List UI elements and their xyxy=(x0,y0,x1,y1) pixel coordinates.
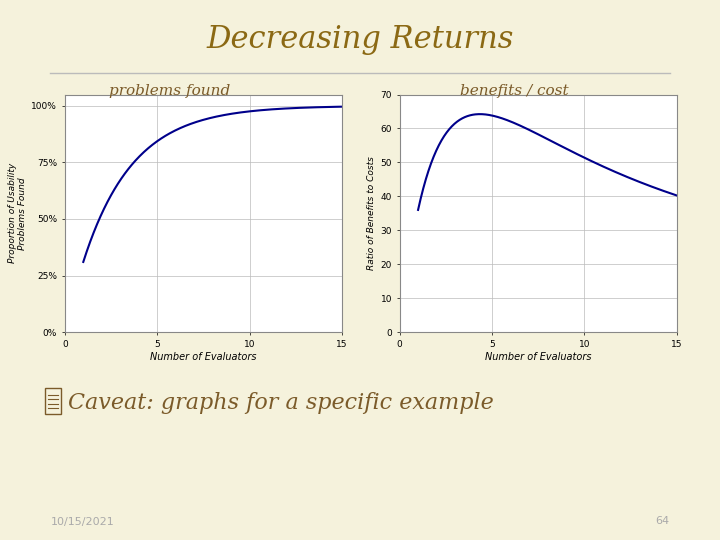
Y-axis label: Ratio of Benefits to Costs: Ratio of Benefits to Costs xyxy=(367,157,377,270)
Text: Decreasing Returns: Decreasing Returns xyxy=(207,24,513,55)
Text: Caveat: graphs for a specific example: Caveat: graphs for a specific example xyxy=(68,392,494,414)
Text: problems found: problems found xyxy=(109,84,230,98)
Text: 10/15/2021: 10/15/2021 xyxy=(50,516,114,526)
X-axis label: Number of Evaluators: Number of Evaluators xyxy=(150,352,256,361)
X-axis label: Number of Evaluators: Number of Evaluators xyxy=(485,352,591,361)
Text: 64: 64 xyxy=(655,516,670,526)
Bar xyxy=(45,388,61,414)
Y-axis label: Proportion of Usability
Problems Found: Proportion of Usability Problems Found xyxy=(8,163,27,264)
Text: benefits / cost: benefits / cost xyxy=(461,84,569,98)
